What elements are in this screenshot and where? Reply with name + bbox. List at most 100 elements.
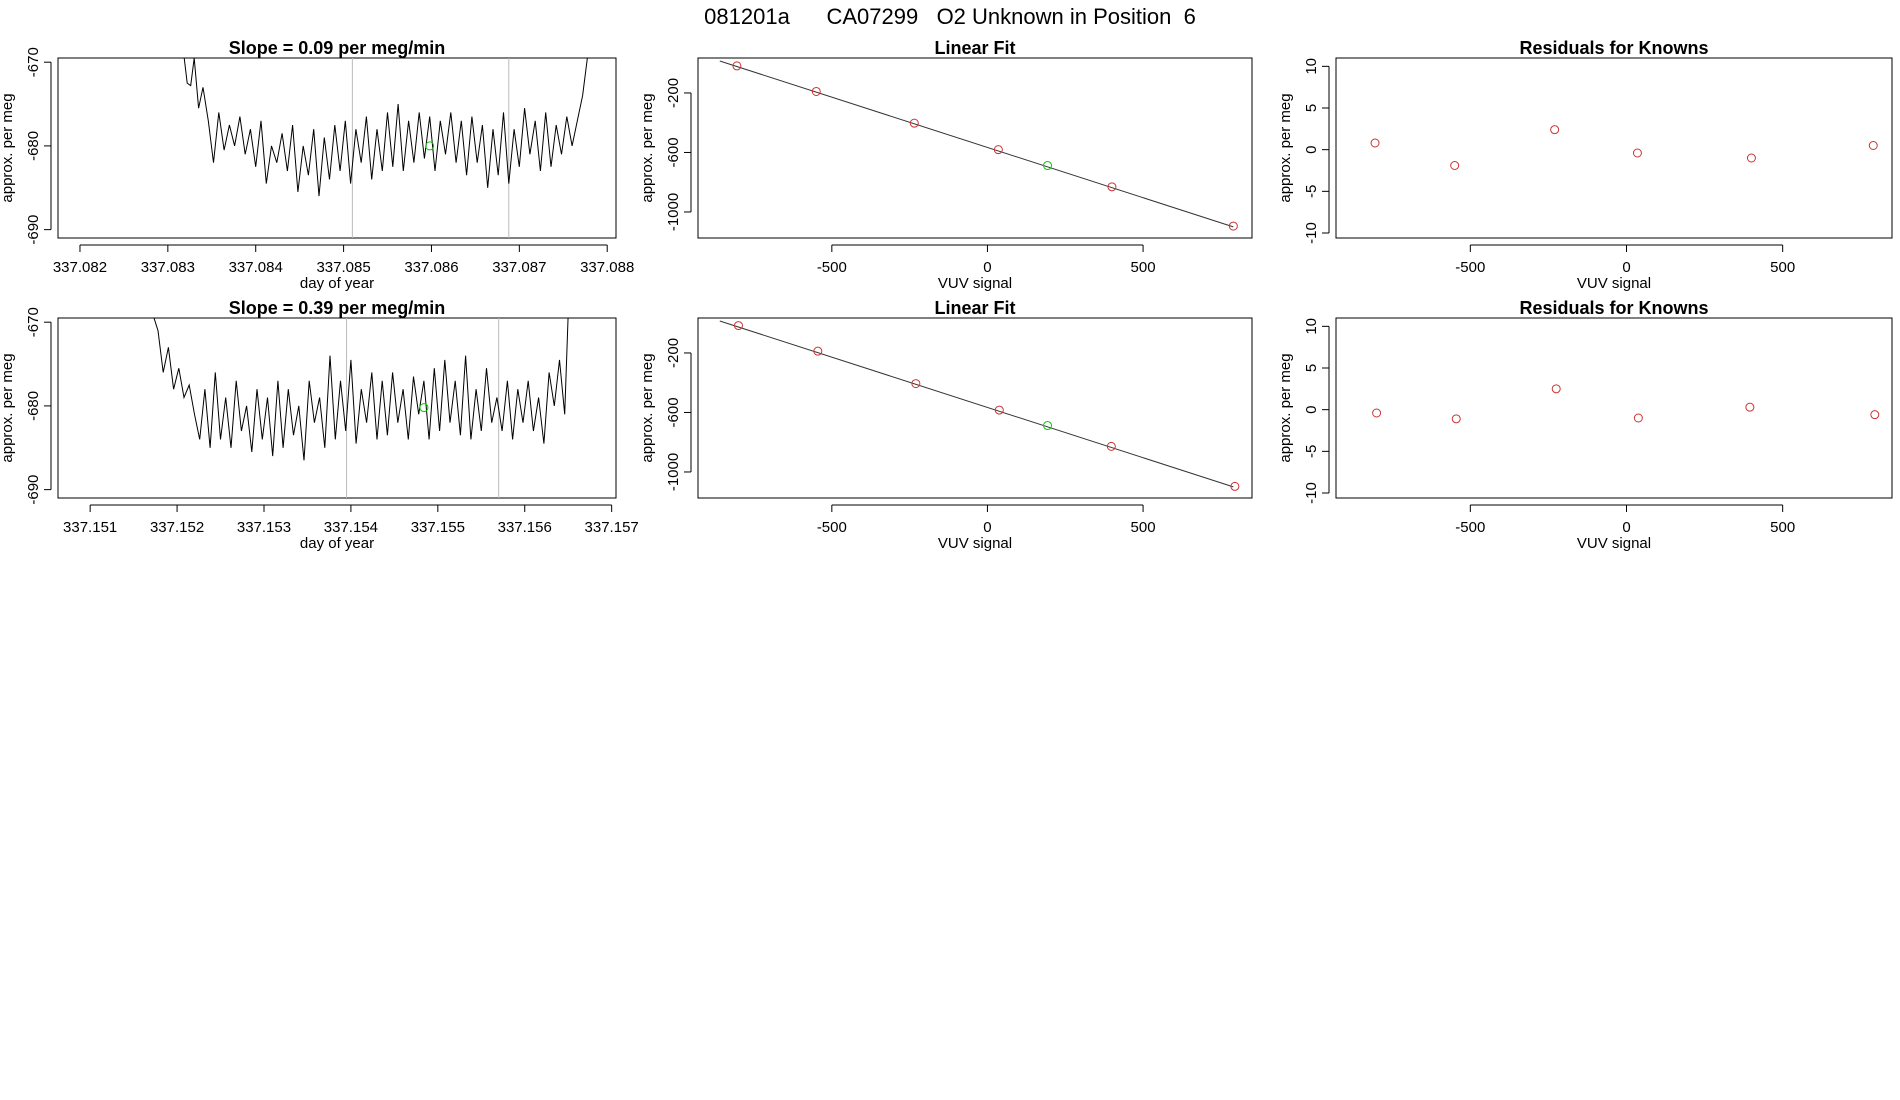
x-tick-label: -500 (1455, 259, 1485, 276)
plot-frame (57, 317, 617, 499)
x-axis-label: VUV signal (938, 275, 1012, 292)
data-point-residuals (1868, 141, 1878, 150)
y-tick-label: -680 (25, 391, 42, 421)
y-tick-label: -670 (25, 307, 42, 337)
figure-main-title: 081201a CA07299 O2 Unknown in Position 6 (704, 4, 1196, 29)
x-tick-label: 337.154 (324, 519, 378, 536)
x-tick-label: -500 (817, 519, 847, 536)
data-point-knowns (732, 61, 742, 71)
series-line-signal (183, 58, 588, 197)
y-tick-label: -10 (1303, 482, 1320, 504)
y-axis-label: approx. per meg (1277, 353, 1294, 462)
unknown-point (425, 141, 435, 151)
chart-ts1: Slope = 0.09 per meg/min 337.082 337.083 33… (0, 38, 634, 292)
data-point-knowns (911, 379, 921, 389)
y-tick-label: -680 (25, 131, 42, 161)
y-tick-label: -10 (1303, 222, 1320, 244)
fit-line (719, 60, 1234, 228)
x-tick-label: 337.153 (237, 519, 291, 536)
y-tick-label: -5 (1303, 445, 1320, 458)
y-tick-label: 5 (1303, 104, 1320, 112)
y-tick-label: 10 (1303, 318, 1320, 335)
chart-fit1: Linear Fit -500 0 500 VUV signal -1000 -600 -20… (639, 38, 1253, 292)
y-axis-label: approx. per meg (1277, 93, 1294, 202)
data-point-knowns (993, 145, 1003, 155)
x-axis-label: day of year (300, 275, 374, 292)
data-point-residuals (1745, 402, 1755, 412)
plot-area (719, 320, 1240, 491)
x-tick-label: 500 (1770, 519, 1795, 536)
plot-frame (1335, 57, 1893, 239)
y-axis-label: approx. per meg (639, 93, 656, 202)
data-point-knowns (733, 321, 743, 331)
chart-title: Linear Fit (934, 298, 1015, 318)
x-tick-label: 337.085 (316, 259, 370, 276)
x-axis-label: day of year (300, 535, 374, 552)
data-point-residuals (1550, 125, 1560, 135)
x-tick-label: -500 (1455, 519, 1485, 536)
plot-area (153, 318, 569, 498)
x-tick-label: 0 (983, 519, 991, 536)
y-tick-label: -200 (665, 78, 682, 108)
plot-frame (697, 57, 1253, 239)
x-tick-label: 337.155 (411, 519, 465, 536)
x-tick-label: 500 (1131, 519, 1156, 536)
chart-title: Residuals for Knowns (1519, 38, 1708, 58)
y-tick-label: -600 (665, 137, 682, 167)
data-point-residuals (1372, 408, 1382, 418)
y-axis-label: approx. per meg (639, 353, 656, 462)
fit-line (719, 320, 1234, 488)
plot-area (183, 58, 588, 238)
data-point-knowns (909, 118, 919, 128)
x-tick-label: 337.157 (585, 519, 639, 536)
y-tick-label: 10 (1303, 58, 1320, 75)
chart-title: Slope = 0.39 per meg/min (229, 298, 446, 318)
y-tick-label: -690 (25, 475, 42, 505)
unknown-point (419, 403, 429, 413)
y-tick-label: -600 (665, 397, 682, 427)
data-point-residuals (1450, 161, 1460, 170)
x-tick-label: 337.088 (580, 259, 634, 276)
data-point-residuals (1551, 384, 1561, 394)
y-axis-label: approx. per meg (0, 93, 16, 202)
data-point-knowns (811, 86, 821, 96)
data-point-knowns (1230, 481, 1240, 491)
plot-frame (1335, 317, 1893, 499)
y-tick-label: 0 (1303, 405, 1320, 413)
x-tick-label: 337.084 (229, 259, 283, 276)
y-tick-label: -690 (25, 215, 42, 245)
chart-title: Linear Fit (934, 38, 1015, 58)
x-tick-label: 500 (1770, 259, 1795, 276)
x-tick-label: 337.151 (63, 519, 117, 536)
series-line-signal (153, 318, 569, 461)
data-point-knowns (1107, 182, 1117, 192)
chart-ts2: Slope = 0.39 per meg/min 337.151 337.152 33… (0, 298, 639, 552)
plot-area (1370, 125, 1878, 170)
x-tick-label: 0 (1622, 519, 1630, 536)
data-point-unknown (1043, 161, 1053, 171)
chart-res1: Residuals for Knowns -500 0 500 VUV signal -1… (1277, 38, 1893, 292)
y-tick-label: -1000 (665, 453, 682, 491)
data-point-residuals (1632, 148, 1642, 158)
x-axis-label: VUV signal (938, 535, 1012, 552)
y-tick-label: -5 (1303, 185, 1320, 198)
plot-area (719, 60, 1238, 231)
x-tick-label: 337.083 (141, 259, 195, 276)
x-tick-label: 0 (983, 259, 991, 276)
data-point-knowns (1228, 221, 1238, 231)
x-axis-label: VUV signal (1577, 275, 1651, 292)
x-axis-label: VUV signal (1577, 535, 1651, 552)
x-tick-label: 337.086 (404, 259, 458, 276)
plot-frame (697, 317, 1253, 499)
chart-res2: Residuals for Knowns -500 0 500 VUV signal -1… (1277, 298, 1893, 552)
y-tick-label: 5 (1303, 364, 1320, 372)
y-tick-label: -200 (665, 338, 682, 368)
y-tick-label: -1000 (665, 193, 682, 231)
data-point-knowns (1106, 441, 1116, 451)
data-point-residuals (1451, 414, 1461, 424)
x-tick-label: 337.156 (498, 519, 552, 536)
data-point-unknown (1043, 421, 1053, 431)
data-point-knowns (813, 346, 823, 356)
chart-fit2: Linear Fit -500 0 500 VUV signal -1000 -600 -20… (639, 298, 1253, 552)
x-tick-label: 337.152 (150, 519, 204, 536)
